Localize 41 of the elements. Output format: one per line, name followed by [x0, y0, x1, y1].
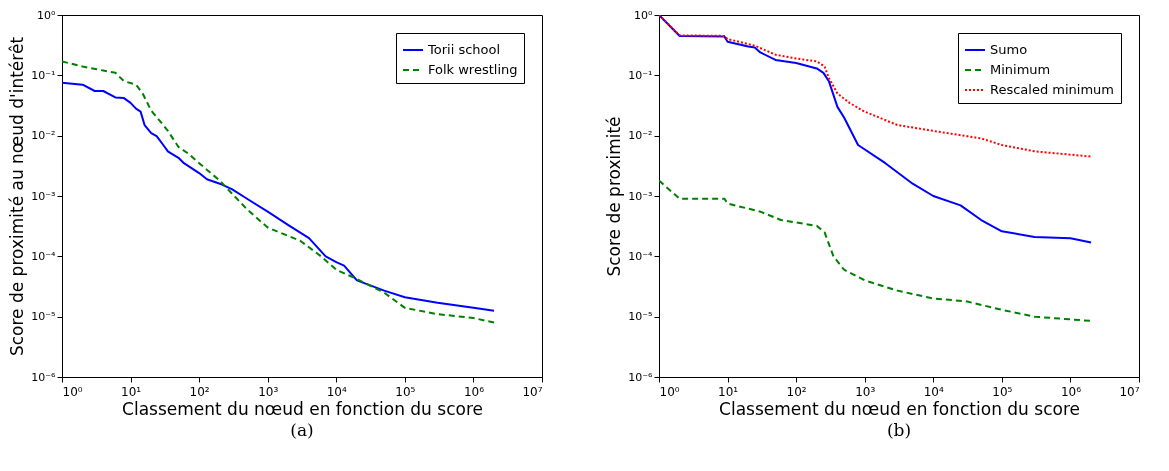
x-tick-label: 10³ — [258, 384, 279, 399]
y-tick-label: 10⁻¹ — [628, 68, 653, 82]
y-axis-title: Score de proximité au nœud d'intérêt — [7, 36, 28, 357]
x-tick-label: 10⁶ — [1060, 384, 1082, 399]
y-tick-label: 10⁻⁶ — [628, 370, 654, 384]
y-tick-label: 10⁻³ — [31, 189, 56, 203]
x-tick-label: 10¹ — [121, 384, 142, 399]
legend-label: Rescaled minimum — [990, 82, 1115, 97]
y-tick-label: 10⁰ — [634, 8, 654, 22]
legend-label: Folk wrestling — [428, 62, 518, 77]
x-axis-title: Classement du nœud en fonction du score — [122, 398, 483, 419]
y-tick-label: 10⁻⁶ — [31, 370, 57, 384]
x-tick-label: 10⁵ — [395, 384, 416, 399]
x-tick-label: 10² — [189, 384, 210, 399]
x-tick-label: 10⁰ — [659, 384, 680, 399]
legend-label: Sumo — [990, 42, 1028, 57]
text: (a) — [290, 420, 314, 440]
x-tick-label: 10⁵ — [992, 384, 1013, 399]
legend-label: Torii school — [427, 42, 501, 57]
x-tick-label: 10¹ — [718, 384, 739, 399]
y-tick-label: 10⁻¹ — [31, 68, 56, 82]
x-tick-label: 10⁷ — [1119, 384, 1140, 399]
y-axis-title: Score de proximité — [604, 116, 625, 277]
x-tick-label: 10² — [786, 384, 807, 399]
x-tick-label: 10⁷ — [522, 384, 543, 399]
y-tick-label: 10⁻⁵ — [628, 310, 653, 324]
y-tick-label: 10⁻⁵ — [31, 310, 56, 324]
y-tick-label: 10⁻² — [31, 129, 56, 143]
x-tick-label: 10⁶ — [463, 384, 485, 399]
text: (b) — [886, 420, 912, 440]
y-tick-label: 10⁻⁴ — [628, 249, 654, 263]
x-tick-label: 10⁰ — [62, 384, 83, 399]
legend-label: Minimum — [990, 62, 1051, 77]
x-tick-label: 10⁴ — [326, 384, 348, 399]
x-tick-label: 10³ — [855, 384, 876, 399]
y-tick-label: 10⁻³ — [628, 189, 653, 203]
x-axis-title: Classement du nœud en fonction du score — [719, 398, 1080, 419]
x-tick-label: 10⁴ — [923, 384, 945, 399]
y-tick-label: 10⁰ — [37, 8, 57, 22]
y-tick-label: 10⁻⁴ — [31, 249, 57, 263]
y-tick-label: 10⁻² — [628, 129, 653, 143]
